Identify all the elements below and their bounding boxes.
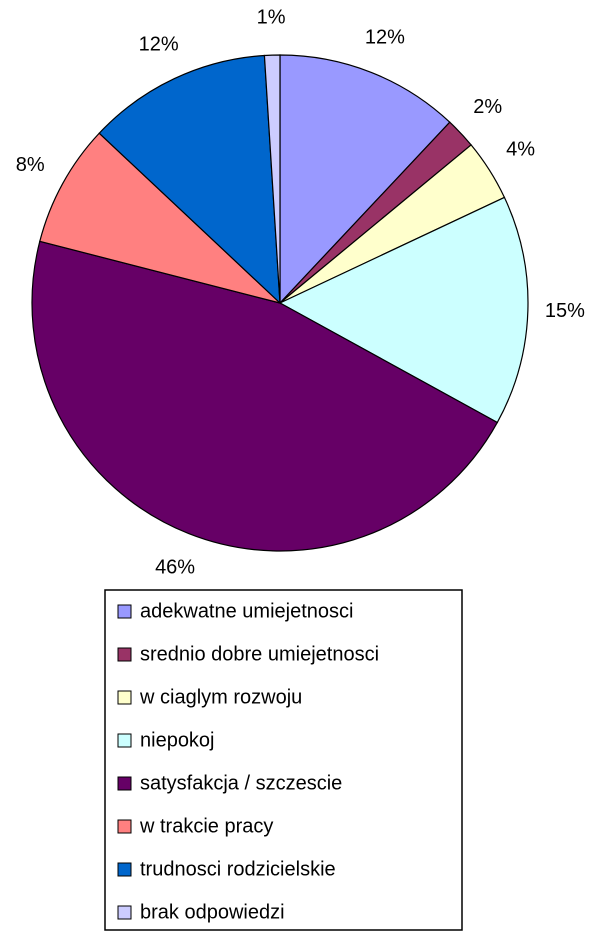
data-labels: 12% 2%4% 15% 46% 8% 12% 1% [16,6,585,578]
pie-slice [98,54,281,305]
pie-slice [279,54,451,305]
pie-slice [263,54,281,304]
legend-swatch [117,819,132,834]
legend-box [104,589,463,931]
pie-slice [39,132,281,304]
data-label: 4% [506,139,535,161]
legend-label: niepokoj [140,729,215,751]
legend-swatch [117,690,132,705]
data-label: 46% [155,556,195,578]
legend-swatch [117,733,132,748]
legend-swatch [117,647,132,662]
pie-slice [31,240,499,552]
data-label: 8% [16,154,45,176]
legend-swatch [117,604,132,619]
legend-swatch [117,862,132,877]
legend-label: trudnosci rodzicielskie [140,858,336,880]
data-label: 15% [545,300,585,322]
legend-label: adekwatne umiejetnosci [140,600,353,622]
data-label: 12% [365,26,405,48]
pie-slice [278,196,529,424]
legend-label: brak odpowiedzi [140,901,285,923]
legend-swatch [117,776,132,791]
legend: adekwatne umiejetnosci srednio dobre umie… [117,600,379,923]
legend-label: w ciaglym rozwoju [139,686,302,708]
legend-swatch [117,905,132,920]
legend-label: srednio dobre umiejetnosci [140,643,379,665]
legend-label: satysfakcja / szczescie [140,772,342,794]
pie [31,54,529,552]
data-label: 2% [473,96,502,118]
data-label: 12% [139,33,179,55]
legend-label: w trakcie pracy [139,815,273,837]
data-label: 1% [257,6,286,28]
